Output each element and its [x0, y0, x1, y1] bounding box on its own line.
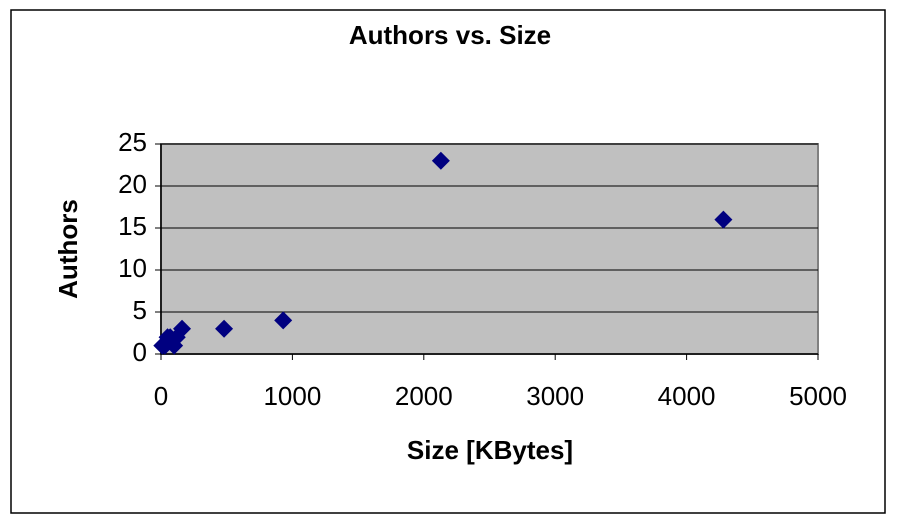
x-tick-label: 1000 — [263, 381, 321, 411]
data-point — [431, 151, 450, 170]
chart-title: Authors vs. Size — [349, 20, 551, 50]
y-tick-label: 25 — [118, 127, 147, 157]
y-tick-label: 15 — [118, 211, 147, 241]
data-point — [215, 319, 234, 338]
x-axis-label: Size [KBytes] — [407, 435, 573, 465]
x-tick-label: 5000 — [789, 381, 847, 411]
y-tick-label: 0 — [133, 337, 147, 367]
y-tick-label: 5 — [133, 295, 147, 325]
plot-area — [160, 143, 819, 355]
data-point — [173, 319, 192, 338]
x-tick-label: 0 — [154, 381, 168, 411]
data-point — [714, 210, 733, 229]
y-axis-label: Authors — [53, 199, 83, 299]
x-tick-label: 2000 — [395, 381, 453, 411]
x-tick-label: 4000 — [658, 381, 716, 411]
x-tick-label: 3000 — [526, 381, 584, 411]
data-point — [274, 311, 293, 330]
y-tick-label: 10 — [118, 253, 147, 283]
y-tick-label: 20 — [118, 169, 147, 199]
